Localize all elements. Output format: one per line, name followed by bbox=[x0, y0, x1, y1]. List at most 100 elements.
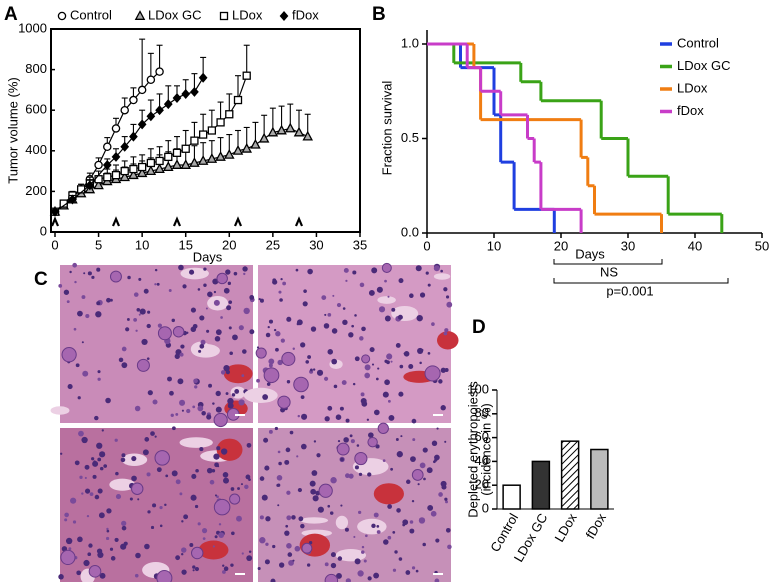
cell bbox=[444, 497, 448, 501]
cell bbox=[285, 447, 291, 453]
cell bbox=[222, 471, 229, 478]
cell bbox=[309, 480, 316, 487]
megakaryocyte bbox=[213, 498, 231, 516]
cell bbox=[84, 464, 90, 470]
significance-bracket bbox=[553, 278, 729, 284]
cell bbox=[121, 362, 128, 369]
cell bbox=[310, 488, 317, 495]
cell bbox=[419, 292, 426, 298]
cell bbox=[214, 494, 218, 497]
cell bbox=[286, 316, 292, 322]
cell bbox=[98, 512, 105, 519]
cell bbox=[81, 436, 88, 444]
marker bbox=[172, 93, 182, 104]
cell bbox=[397, 314, 403, 320]
marker bbox=[258, 132, 270, 143]
megakaryocyte bbox=[172, 325, 185, 338]
cell bbox=[300, 395, 305, 400]
cell bbox=[192, 569, 195, 572]
cell bbox=[256, 346, 260, 349]
cell bbox=[312, 495, 319, 502]
cell bbox=[220, 316, 223, 319]
cell bbox=[179, 352, 184, 357]
cell bbox=[392, 531, 396, 534]
cell bbox=[298, 516, 304, 522]
cell bbox=[133, 292, 139, 297]
megakaryocyte bbox=[293, 376, 309, 393]
bar bbox=[502, 484, 521, 510]
cell bbox=[426, 467, 433, 474]
cell bbox=[395, 438, 399, 441]
cell bbox=[387, 535, 392, 540]
cell bbox=[327, 349, 334, 355]
marker bbox=[128, 169, 139, 180]
cell bbox=[177, 378, 184, 385]
cell bbox=[136, 308, 141, 312]
cell bbox=[382, 391, 389, 398]
red-cell-pool bbox=[373, 483, 404, 505]
marker bbox=[250, 138, 261, 149]
cell bbox=[159, 505, 163, 510]
cell bbox=[83, 272, 86, 275]
megakaryocyte bbox=[367, 436, 378, 448]
marker bbox=[103, 173, 112, 182]
cell bbox=[273, 328, 277, 332]
cell bbox=[203, 267, 207, 271]
cell bbox=[230, 487, 235, 491]
cell bbox=[259, 537, 266, 544]
cell bbox=[212, 545, 215, 548]
cell bbox=[356, 444, 360, 447]
cell bbox=[227, 402, 234, 409]
cell bbox=[205, 307, 208, 310]
cell bbox=[215, 390, 221, 397]
cell bbox=[288, 560, 294, 566]
y-tick-label: 20 bbox=[475, 477, 489, 492]
cell bbox=[395, 343, 401, 348]
cell bbox=[330, 552, 336, 558]
y-tick-label: 40 bbox=[475, 453, 489, 468]
legend-label: Control bbox=[677, 35, 719, 50]
vessel bbox=[109, 478, 136, 491]
cell bbox=[175, 479, 181, 485]
cell bbox=[272, 544, 276, 549]
marker bbox=[181, 88, 191, 99]
megakaryocyte bbox=[229, 493, 241, 505]
megakaryocyte bbox=[301, 542, 313, 554]
legend-label: Control bbox=[70, 7, 112, 22]
y-tick-label: 400 bbox=[25, 142, 47, 157]
bar bbox=[560, 440, 580, 510]
cell bbox=[443, 287, 448, 292]
cell bbox=[438, 379, 443, 384]
y-tick-label: 200 bbox=[25, 183, 47, 198]
cell bbox=[106, 297, 111, 303]
marker bbox=[85, 180, 95, 191]
significance-label: NS bbox=[600, 264, 618, 279]
cell bbox=[199, 343, 205, 349]
cell bbox=[164, 503, 167, 507]
cell bbox=[317, 506, 324, 513]
megakaryocyte bbox=[88, 565, 102, 578]
cell bbox=[330, 562, 337, 569]
cell bbox=[396, 508, 401, 513]
marker bbox=[94, 160, 103, 170]
marker bbox=[233, 95, 243, 105]
cell bbox=[279, 298, 283, 302]
cell bbox=[248, 550, 252, 554]
cell bbox=[419, 462, 426, 469]
cell bbox=[247, 556, 251, 560]
cell bbox=[265, 516, 271, 522]
cell bbox=[265, 542, 269, 546]
cell bbox=[440, 405, 446, 411]
treatment-mark bbox=[111, 216, 121, 227]
cell bbox=[159, 524, 163, 528]
cell bbox=[99, 451, 106, 458]
cell bbox=[277, 359, 283, 366]
cell bbox=[193, 378, 198, 384]
cell bbox=[305, 360, 309, 364]
cell bbox=[353, 535, 356, 538]
legend-label: LDox GC bbox=[148, 7, 201, 22]
cell bbox=[327, 504, 331, 508]
cell bbox=[125, 327, 130, 332]
cell bbox=[115, 471, 119, 476]
cell bbox=[342, 307, 346, 310]
